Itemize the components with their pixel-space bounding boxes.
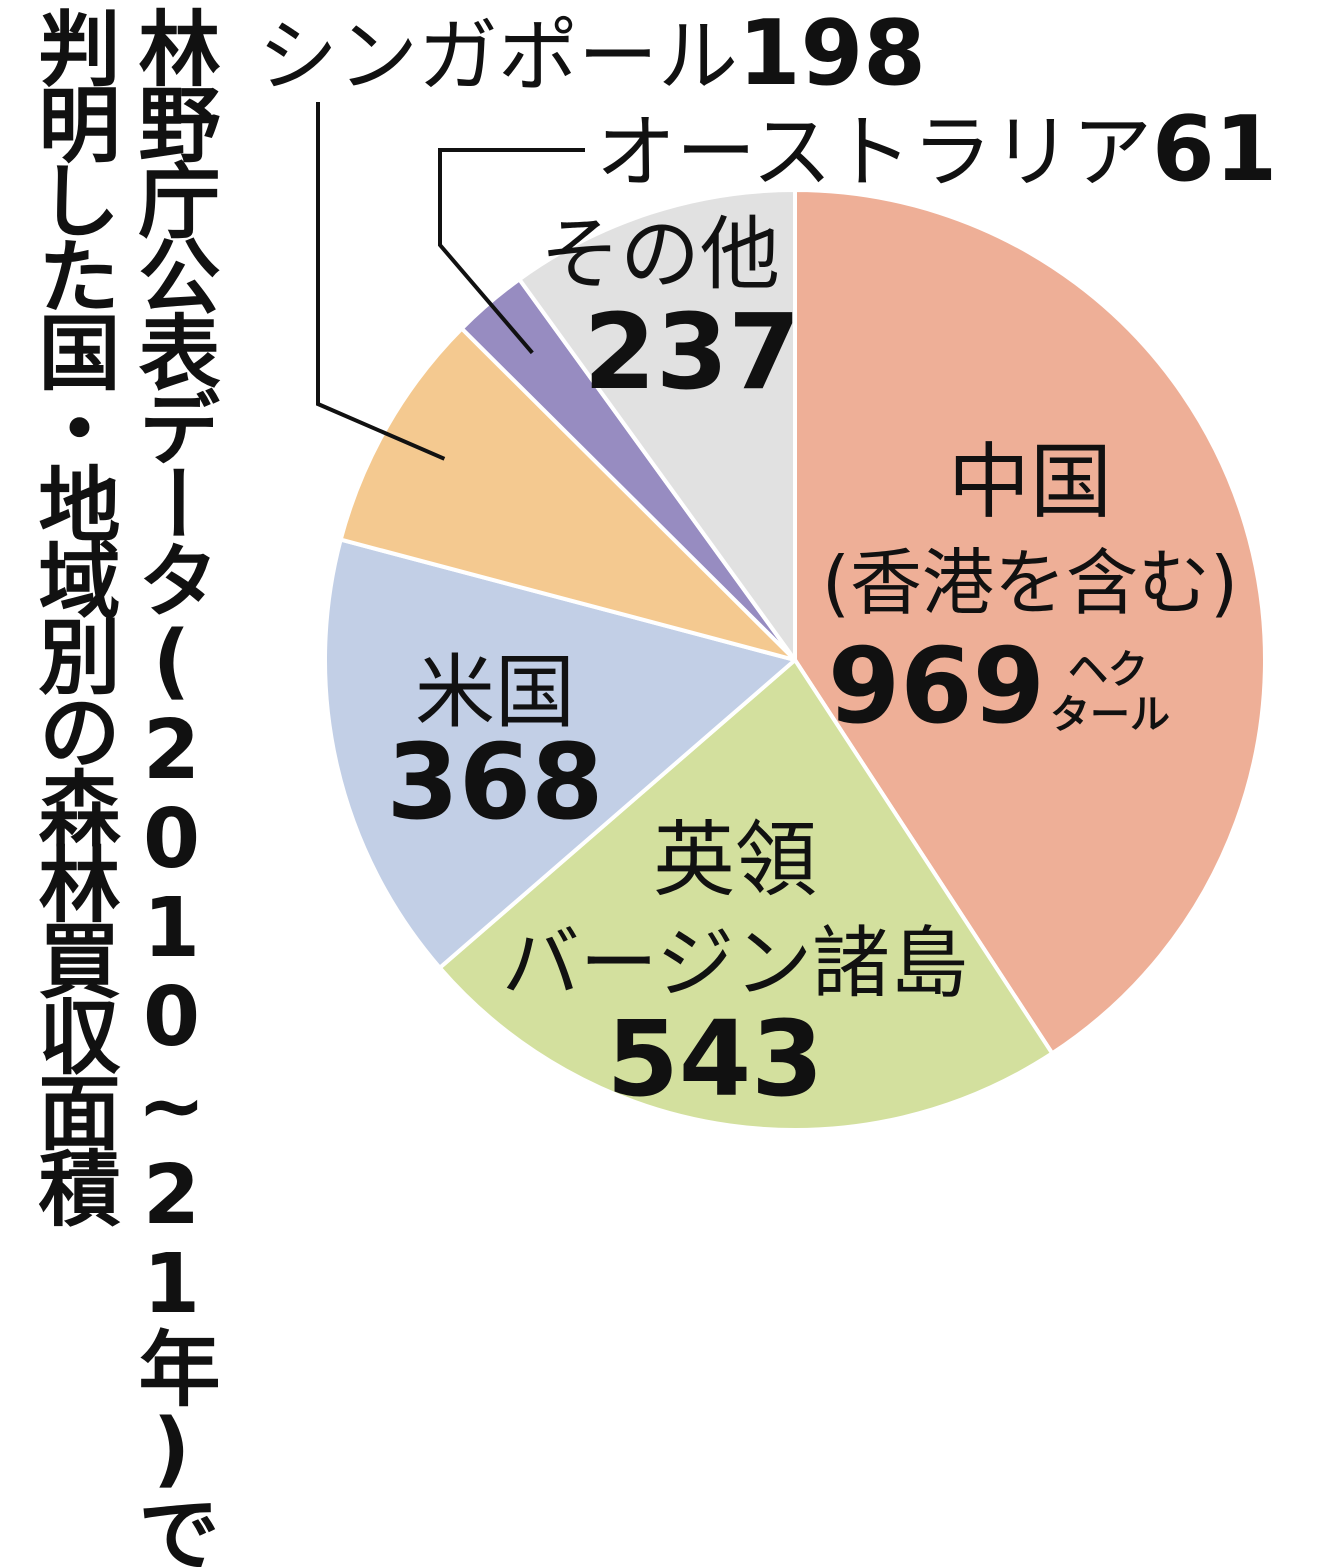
label-singapore: シンガポール198 — [258, 1, 926, 106]
label-other: その他 — [540, 208, 780, 301]
leader-line-australia — [438, 148, 585, 355]
chart-title-line2: 判明した国・地域別の森林買収面積 — [24, 6, 119, 1222]
label-australia: オーストラリア61 — [596, 97, 1277, 202]
slice-singapore — [338, 326, 797, 662]
unit-label-line2: タール — [1050, 692, 1170, 738]
leader-line-singapore — [316, 102, 446, 461]
label-china-sub: (香港を含む) — [822, 541, 1238, 625]
label-china: 中国 — [948, 435, 1112, 530]
value-other: 237 — [583, 291, 800, 413]
value-bvi: 543 — [606, 998, 823, 1120]
pie-chart: 中国 (香港を含む) 969 ヘク タール 英領 バージン諸島 543 米国 3… — [258, 1, 1277, 1132]
slice-usa — [323, 537, 797, 970]
value-china: 969 — [828, 625, 1045, 747]
slice-bvi — [437, 658, 1055, 1132]
label-usa: 米国 — [415, 646, 575, 739]
value-usa: 368 — [386, 721, 603, 843]
label-bvi: 英領 — [653, 813, 817, 908]
slice-other — [517, 188, 797, 662]
unit-label-line1: ヘク — [1068, 647, 1148, 693]
label-bvi-sub: バージン諸島 — [502, 919, 968, 1009]
